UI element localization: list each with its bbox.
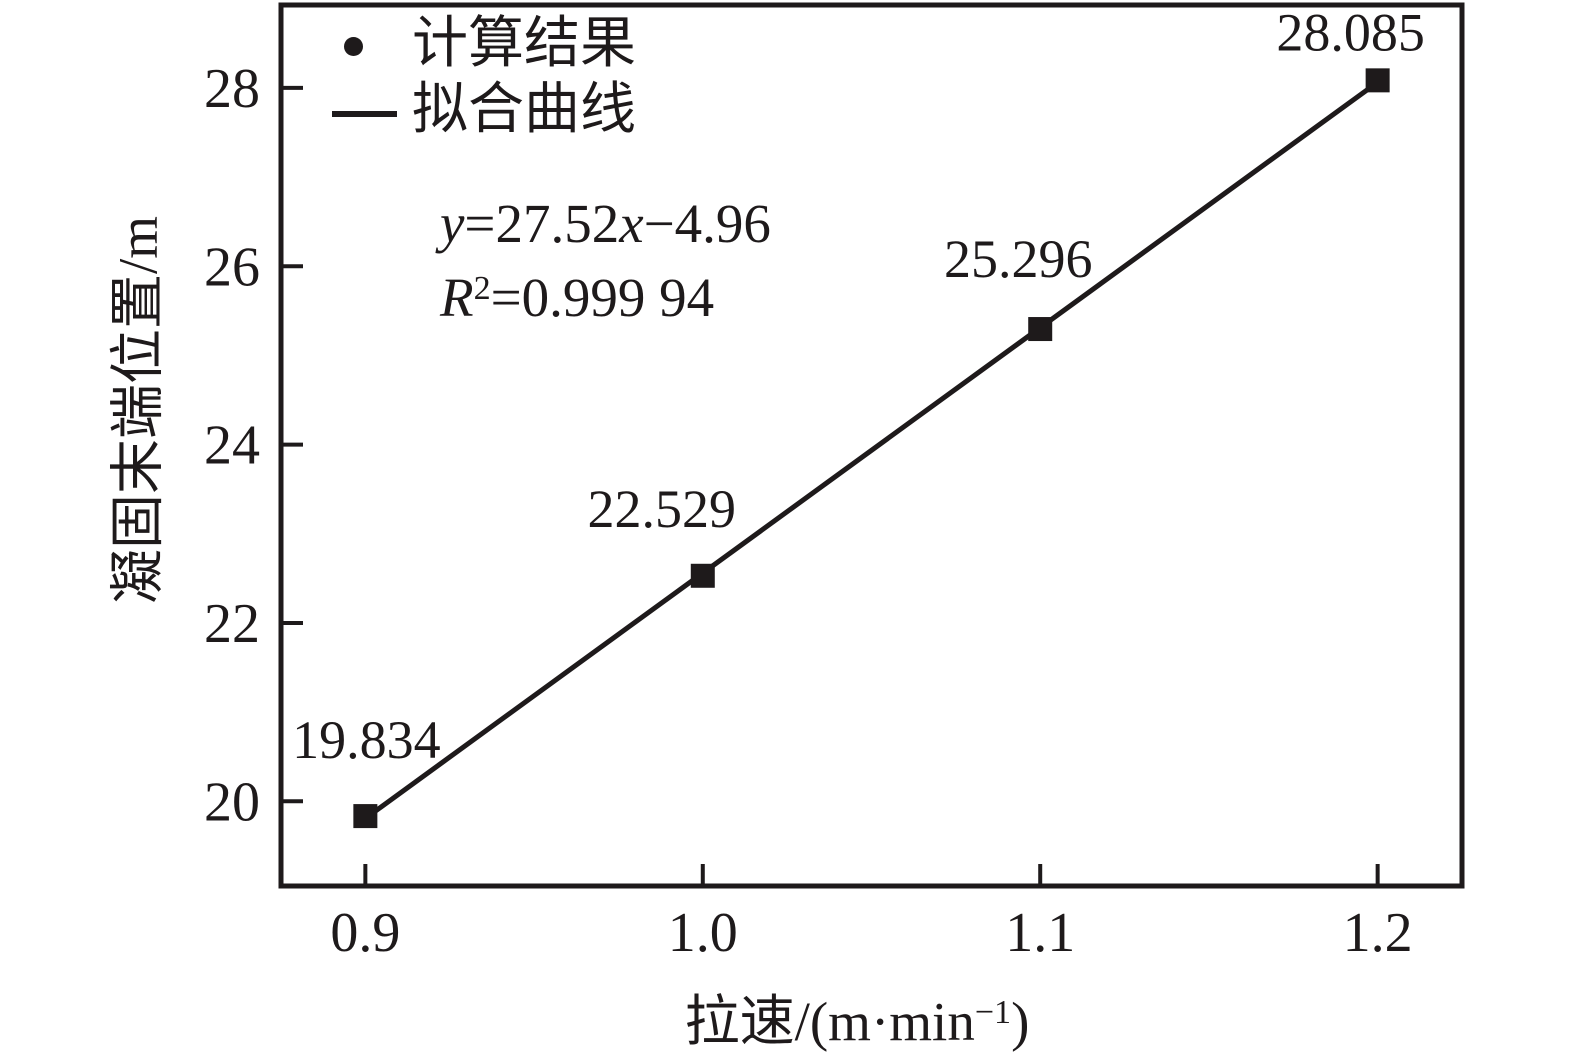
data-point-label: 28.085 — [1276, 2, 1425, 62]
x-tick-label: 1.0 — [668, 902, 738, 964]
plot-frame — [278, 2, 1465, 889]
data-point-marker — [690, 563, 715, 588]
x-tick-label: 1.1 — [1005, 902, 1075, 964]
y-tick-label: 28 — [204, 58, 260, 120]
text-fragment: R — [440, 267, 474, 328]
text-fragment: y — [440, 193, 465, 254]
data-point-label: 22.529 — [588, 479, 737, 539]
text-fragment: −1 — [974, 993, 1012, 1031]
x-tick-label: 1.2 — [1343, 902, 1413, 964]
fit-equation: y=27.52x−4.96 — [440, 196, 771, 251]
legend-dot-marker — [344, 37, 363, 56]
text-fragment: ) — [1011, 991, 1030, 1052]
fit-line — [363, 80, 1380, 821]
legend-label-fit-curve: 拟合曲线 — [412, 79, 636, 141]
data-point-label: 19.834 — [292, 710, 441, 770]
fit-r-squared: R2=0.999 94 — [440, 270, 714, 325]
x-tick-label: 0.9 — [330, 902, 400, 964]
y-tick-label: 20 — [204, 771, 260, 833]
text-fragment: −4.96 — [643, 193, 771, 254]
text-fragment: =27.52 — [464, 193, 620, 254]
y-tick-label: 26 — [204, 236, 260, 298]
data-point-marker — [1365, 68, 1390, 93]
text-fragment: 2 — [473, 269, 491, 307]
data-point-label: 25.296 — [944, 229, 1093, 289]
data-point-marker — [353, 804, 378, 829]
data-point-marker — [1028, 317, 1053, 342]
text-fragment: =0.999 94 — [490, 267, 715, 328]
y-axis-label: 凝固末端位置/m — [107, 215, 169, 605]
y-tick-label: 24 — [204, 415, 260, 477]
legend-label-calculated-results: 计算结果 — [412, 13, 636, 75]
legend-line-marker — [332, 111, 397, 117]
text-fragment: 拉速/(m·min — [684, 991, 975, 1052]
x-axis-label: 拉速/(m·min−1) — [684, 991, 1030, 1053]
text-fragment: x — [619, 193, 644, 254]
y-tick-label: 22 — [204, 593, 260, 655]
